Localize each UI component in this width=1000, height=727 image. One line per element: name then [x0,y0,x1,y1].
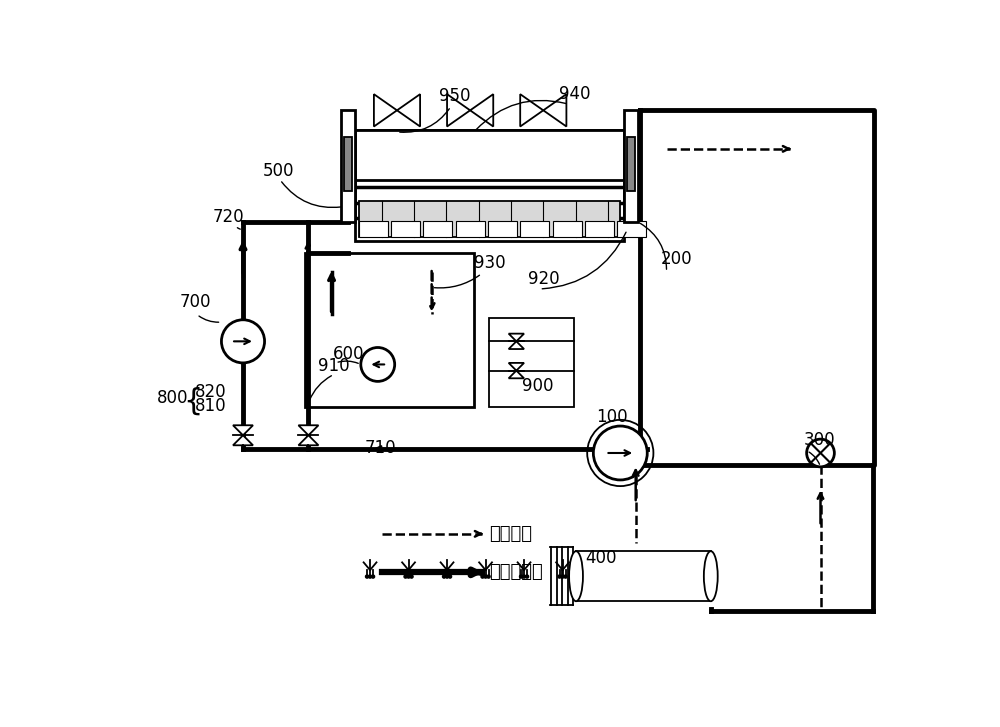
Bar [391,221,420,238]
Circle shape [404,575,407,578]
Circle shape [446,575,449,578]
Circle shape [526,575,529,578]
Text: 700: 700 [180,293,211,310]
Circle shape [481,575,484,578]
Circle shape [523,575,526,578]
Bar [488,221,517,238]
Bar [627,137,635,191]
Polygon shape [509,334,524,342]
Circle shape [443,575,446,578]
Text: 300: 300 [804,431,835,449]
Polygon shape [233,425,253,435]
Text: 950: 950 [439,87,471,105]
Circle shape [593,426,647,480]
Bar [341,111,355,222]
Circle shape [369,575,372,578]
Text: 400: 400 [586,549,617,567]
Bar [305,253,474,407]
Text: 910: 910 [318,357,350,374]
Polygon shape [509,371,524,378]
Text: 820: 820 [195,383,227,401]
Circle shape [407,575,410,578]
Polygon shape [509,363,524,371]
Bar [358,221,388,238]
Circle shape [449,575,452,578]
Bar [456,221,485,238]
Text: 100: 100 [596,408,627,426]
Circle shape [600,575,603,578]
Bar [423,221,452,238]
Bar [355,129,624,180]
Circle shape [487,575,490,578]
Text: 900: 900 [522,377,553,395]
Text: 冷却水循环: 冷却水循环 [489,563,543,582]
Circle shape [558,575,561,578]
Text: 500: 500 [262,162,294,180]
Polygon shape [233,435,253,446]
Bar [520,221,549,238]
Circle shape [372,575,375,578]
Text: 710: 710 [365,439,396,457]
Polygon shape [298,435,318,446]
Bar [355,129,624,241]
Circle shape [221,320,265,363]
Text: 810: 810 [195,397,227,414]
Circle shape [603,575,606,578]
Text: 200: 200 [660,250,692,268]
Circle shape [366,575,369,578]
Circle shape [520,575,523,578]
Bar [624,111,638,222]
Bar [576,551,711,601]
Circle shape [484,575,487,578]
Polygon shape [298,425,318,435]
Circle shape [564,575,567,578]
Ellipse shape [704,551,718,601]
Polygon shape [509,342,524,349]
Circle shape [597,575,600,578]
Text: 940: 940 [559,85,590,103]
Text: 920: 920 [528,270,560,288]
Circle shape [807,439,834,467]
Circle shape [561,575,564,578]
Text: {: { [184,387,203,416]
Bar [585,221,614,238]
Bar [344,137,352,191]
Text: 720: 720 [212,208,244,226]
Ellipse shape [569,551,583,601]
Circle shape [361,348,395,382]
Bar [358,201,620,238]
Text: 800: 800 [157,389,188,407]
Text: 冷媒循环: 冷媒循环 [489,525,532,543]
Circle shape [410,575,413,578]
Text: 600: 600 [333,345,365,363]
Text: 930: 930 [474,254,506,272]
Bar [489,318,574,407]
Bar [617,221,646,238]
Bar [553,221,582,238]
